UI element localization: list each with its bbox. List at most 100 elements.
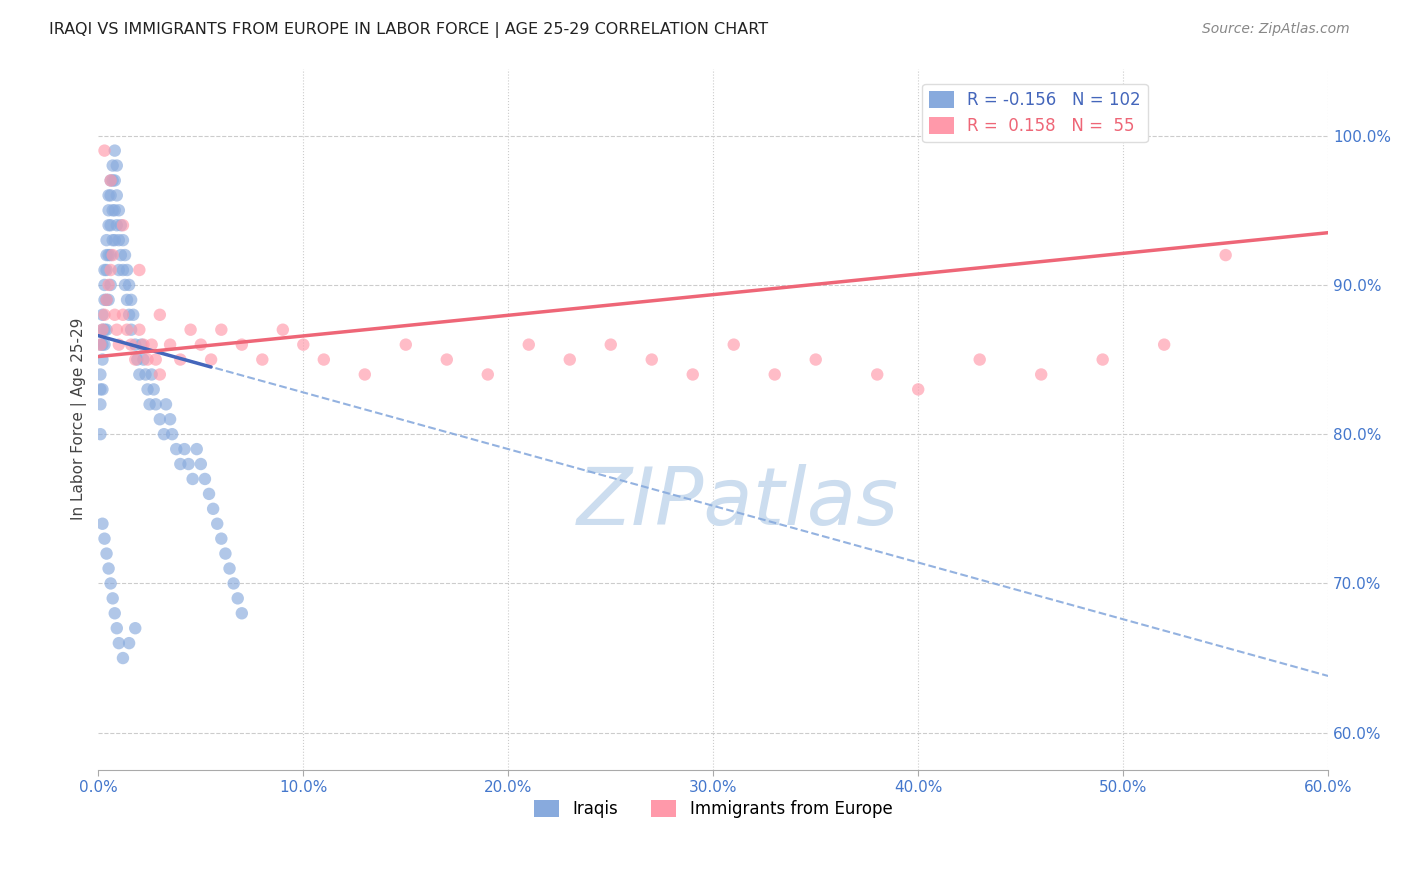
Point (93, 293, 115, 307)
Point (100, 576, 122, 591)
Point (128, 323, 150, 337)
Point (132, 352, 155, 367)
Point (104, 144, 127, 158)
Point (231, 607, 253, 621)
Point (97, 188, 120, 202)
Point (91, 337, 114, 351)
Point (96, 248, 118, 262)
Point (145, 397, 167, 411)
Point (96, 233, 118, 247)
Point (641, 352, 664, 367)
Point (93, 277, 115, 292)
Point (159, 337, 181, 351)
Point (599, 337, 621, 351)
Point (124, 621, 146, 635)
Point (132, 337, 155, 351)
Point (111, 233, 134, 247)
Point (114, 277, 136, 292)
Point (100, 277, 122, 292)
Point (127, 352, 149, 367)
Point (96, 547, 118, 561)
Point (115, 323, 138, 337)
Point (558, 352, 581, 367)
Point (105, 323, 128, 337)
Point (108, 233, 131, 247)
Point (105, 159, 128, 173)
Point (97, 277, 120, 292)
Point (118, 277, 141, 292)
Point (91, 323, 114, 337)
Point (108, 263, 131, 277)
Point (110, 219, 132, 233)
Point (149, 412, 172, 426)
Point (101, 159, 124, 173)
Point (104, 233, 127, 247)
Point (136, 352, 159, 367)
Point (97, 203, 120, 218)
Point (89, 383, 111, 397)
Point (222, 576, 245, 591)
Point (105, 188, 128, 202)
Point (145, 352, 167, 367)
Point (101, 233, 124, 247)
Point (180, 323, 202, 337)
Point (124, 352, 146, 367)
Point (96, 293, 118, 307)
Point (91, 308, 114, 322)
Point (214, 547, 236, 561)
Point (477, 368, 499, 382)
Point (120, 323, 142, 337)
Point (682, 368, 704, 382)
Point (723, 337, 745, 351)
Point (1153, 337, 1175, 351)
Point (108, 337, 131, 351)
Point (160, 427, 183, 442)
Point (101, 203, 124, 218)
Text: IRAQI VS IMMIGRANTS FROM EUROPE IN LABOR FORCE | AGE 25-29 CORRELATION CHART: IRAQI VS IMMIGRANTS FROM EUROPE IN LABOR… (49, 22, 768, 38)
Point (292, 337, 315, 351)
Point (141, 337, 163, 351)
Point (111, 308, 134, 322)
Legend: Iraqis, Immigrants from Europe: Iraqis, Immigrants from Europe (527, 793, 900, 825)
Point (118, 308, 141, 322)
Point (190, 457, 212, 471)
Point (198, 487, 221, 501)
Point (93, 144, 115, 158)
Point (200, 352, 222, 367)
Point (124, 337, 146, 351)
Point (207, 516, 229, 531)
Point (122, 308, 145, 322)
Point (181, 472, 204, 486)
Point (209, 323, 232, 337)
Point (209, 532, 232, 546)
Point (312, 352, 335, 367)
Point (93, 337, 115, 351)
Point (105, 621, 128, 635)
Point (89, 337, 111, 351)
Point (169, 352, 191, 367)
Point (101, 173, 124, 187)
Y-axis label: In Labor Force | Age 25-29: In Labor Force | Age 25-29 (72, 318, 87, 520)
Text: Source: ZipAtlas.com: Source: ZipAtlas.com (1202, 22, 1350, 37)
Point (91, 516, 114, 531)
Point (173, 442, 195, 456)
Point (804, 352, 827, 367)
Text: ZIPatlas: ZIPatlas (576, 465, 898, 542)
Point (93, 308, 115, 322)
Point (128, 368, 150, 382)
Point (89, 427, 111, 442)
Point (202, 501, 225, 516)
Point (134, 368, 156, 382)
Point (190, 337, 212, 351)
Point (96, 323, 118, 337)
Point (252, 352, 274, 367)
Point (169, 457, 191, 471)
Point (159, 412, 181, 426)
Point (136, 383, 159, 397)
Point (104, 203, 127, 218)
Point (100, 173, 122, 187)
Point (218, 561, 240, 575)
Point (138, 397, 160, 411)
Point (104, 173, 127, 187)
Point (96, 293, 118, 307)
